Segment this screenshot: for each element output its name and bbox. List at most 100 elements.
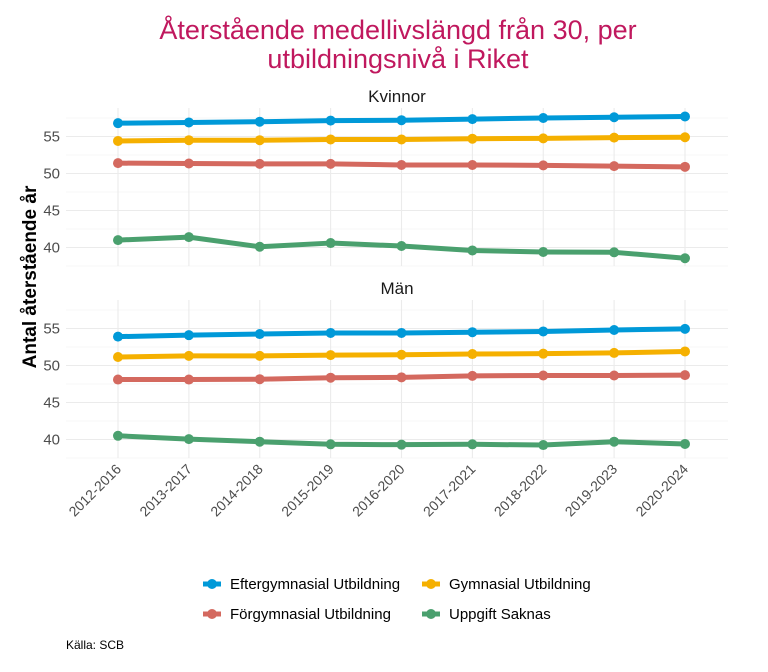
- x-tick-label: 2015-2019: [278, 461, 337, 520]
- data-point: [113, 374, 123, 385]
- data-point: [467, 245, 478, 256]
- data-point: [538, 440, 549, 451]
- data-point: [609, 247, 620, 258]
- data-point: [113, 430, 123, 441]
- data-point: [254, 436, 265, 447]
- data-point: [396, 439, 407, 450]
- panel-man: 40 45 50 55 Män: [43, 279, 728, 459]
- data-point: [609, 436, 620, 447]
- series-eftergymnasial-utbildning: [113, 323, 690, 342]
- data-point: [113, 135, 123, 146]
- data-point: [680, 438, 690, 449]
- legend-key-point: [426, 579, 436, 589]
- data-point: [609, 324, 620, 335]
- series-uppgift-saknas: [113, 232, 690, 264]
- data-point: [254, 350, 265, 361]
- y-tick-label: 50: [43, 358, 60, 375]
- series-gymnasial-utbildning: [113, 346, 690, 362]
- facet-panels: 40 45 50 55 Kvinnor 40 45 50 55 Män: [43, 87, 728, 459]
- data-point: [396, 372, 407, 383]
- data-point: [113, 118, 123, 129]
- data-point: [325, 238, 336, 249]
- x-tick-label: 2019-2023: [562, 461, 621, 520]
- data-point: [325, 158, 336, 169]
- data-point: [254, 329, 265, 340]
- data-point: [467, 159, 478, 170]
- x-tick-label: 2013-2017: [136, 461, 195, 520]
- data-point: [609, 370, 620, 381]
- y-axis-label: Antal återstående år: [20, 185, 41, 368]
- y-tick-label: 45: [43, 395, 60, 412]
- data-point: [325, 115, 336, 126]
- legend-item: Förgymnasial Utbildning: [203, 606, 391, 623]
- x-tick-label: 2012-2016: [65, 461, 124, 520]
- data-point: [609, 347, 620, 358]
- data-point: [113, 235, 123, 246]
- source-caption: Källa: SCB: [66, 638, 124, 652]
- chart-title-line-2: utbildningsnivå i Riket: [267, 44, 529, 74]
- data-point: [680, 323, 690, 334]
- y-tick-label: 55: [43, 321, 60, 338]
- data-point: [183, 434, 194, 445]
- data-point: [254, 158, 265, 169]
- data-point: [325, 350, 336, 361]
- panel-kvinnor: 40 45 50 55 Kvinnor: [43, 87, 728, 267]
- data-point: [254, 241, 265, 252]
- series-förgymnasial-utbildning: [113, 158, 690, 172]
- data-point: [254, 374, 265, 385]
- data-point: [538, 246, 549, 257]
- x-tick-label: 2020-2024: [632, 461, 691, 520]
- data-point: [609, 161, 620, 172]
- data-point: [113, 158, 123, 169]
- data-point: [325, 439, 336, 450]
- data-point: [254, 116, 265, 127]
- legend-item: Uppgift Saknas: [422, 606, 551, 623]
- data-point: [680, 346, 690, 357]
- legend-key-point: [207, 609, 217, 619]
- data-point: [467, 114, 478, 125]
- data-point: [183, 330, 194, 341]
- data-point: [325, 372, 336, 383]
- legend-label: Förgymnasial Utbildning: [230, 606, 391, 623]
- panel-title: Kvinnor: [368, 87, 426, 106]
- data-point: [538, 370, 549, 381]
- data-point: [467, 439, 478, 450]
- data-point: [396, 115, 407, 126]
- data-point: [113, 331, 123, 342]
- series-uppgift-saknas: [113, 430, 690, 451]
- data-point: [325, 134, 336, 145]
- panel-title: Män: [380, 279, 413, 298]
- legend-label: Eftergymnasial Utbildning: [230, 576, 400, 593]
- data-point: [609, 132, 620, 143]
- data-point: [183, 135, 194, 146]
- y-tick-label: 50: [43, 166, 60, 183]
- legend-item: Gymnasial Utbildning: [422, 576, 591, 593]
- legend: Eftergymnasial Utbildning Gymnasial Utbil…: [203, 576, 591, 623]
- legend-label: Uppgift Saknas: [449, 606, 551, 623]
- data-point: [396, 327, 407, 338]
- data-point: [113, 351, 123, 362]
- data-point: [467, 349, 478, 360]
- x-tick-label: 2016-2020: [349, 461, 408, 520]
- x-tick-label: 2014-2018: [207, 461, 266, 520]
- data-point: [467, 133, 478, 144]
- data-point: [538, 113, 549, 123]
- data-point: [396, 349, 407, 360]
- y-tick-label: 55: [43, 129, 60, 146]
- data-point: [538, 326, 549, 337]
- data-point: [183, 374, 194, 385]
- data-point: [396, 134, 407, 145]
- data-point: [680, 370, 690, 381]
- chart-title-line-1: Återstående medellivslängd från 30, per: [159, 14, 636, 45]
- x-axis-ticks: 2012-2016 2013-2017 2014-2018 2015-2019 2016…: [65, 461, 691, 520]
- y-tick-label: 40: [43, 432, 60, 449]
- x-tick-label: 2018-2022: [491, 461, 550, 520]
- data-point: [538, 160, 549, 171]
- data-point: [680, 253, 690, 264]
- y-tick-label: 45: [43, 203, 60, 220]
- data-point: [396, 241, 407, 252]
- data-point: [609, 112, 620, 123]
- legend-key-point: [207, 579, 217, 589]
- x-tick-label: 2017-2021: [420, 461, 479, 520]
- data-point: [325, 327, 336, 338]
